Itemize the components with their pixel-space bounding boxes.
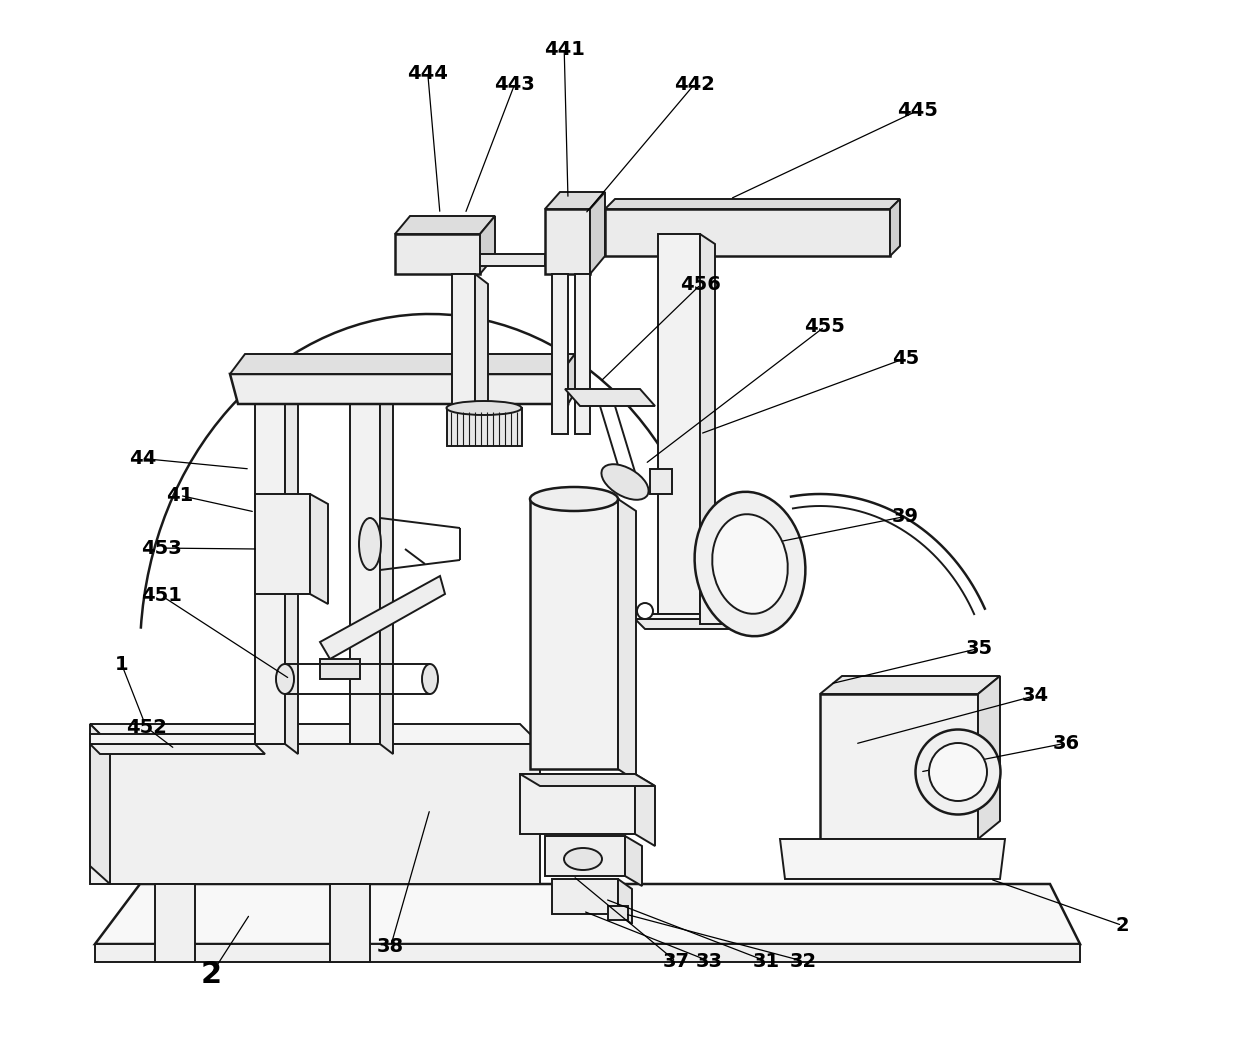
Polygon shape	[475, 274, 489, 414]
Polygon shape	[480, 254, 546, 266]
Polygon shape	[229, 354, 575, 374]
Text: 2: 2	[1116, 916, 1128, 935]
Polygon shape	[546, 209, 590, 274]
Polygon shape	[701, 579, 730, 624]
Polygon shape	[520, 774, 655, 786]
Polygon shape	[625, 836, 642, 886]
Polygon shape	[350, 374, 379, 744]
Text: 41: 41	[166, 486, 193, 505]
Polygon shape	[529, 499, 618, 769]
Ellipse shape	[277, 664, 294, 694]
Polygon shape	[890, 199, 900, 256]
Ellipse shape	[564, 848, 601, 870]
Text: 442: 442	[675, 75, 714, 94]
Ellipse shape	[915, 729, 1001, 815]
Polygon shape	[560, 354, 580, 404]
Polygon shape	[320, 659, 360, 679]
Polygon shape	[546, 836, 625, 876]
Polygon shape	[255, 494, 310, 594]
Text: 34: 34	[1022, 686, 1049, 705]
Ellipse shape	[446, 401, 522, 415]
Ellipse shape	[694, 492, 806, 637]
Polygon shape	[91, 744, 539, 884]
Polygon shape	[780, 839, 1004, 879]
Polygon shape	[605, 209, 890, 256]
Polygon shape	[820, 694, 978, 839]
Text: 456: 456	[681, 275, 720, 294]
Polygon shape	[552, 879, 618, 914]
Polygon shape	[91, 724, 110, 884]
Text: 452: 452	[126, 718, 166, 737]
Polygon shape	[155, 884, 195, 962]
Polygon shape	[701, 234, 715, 624]
Text: 451: 451	[141, 586, 181, 605]
Text: 2: 2	[200, 960, 222, 990]
Text: 31: 31	[753, 952, 780, 971]
Ellipse shape	[422, 664, 438, 694]
Text: 37: 37	[662, 952, 689, 971]
Polygon shape	[635, 619, 740, 629]
Polygon shape	[480, 216, 495, 274]
Text: 39: 39	[892, 507, 919, 526]
Polygon shape	[453, 274, 475, 404]
Polygon shape	[310, 494, 329, 604]
Polygon shape	[396, 234, 480, 274]
Circle shape	[637, 603, 653, 619]
Polygon shape	[605, 199, 900, 209]
Text: 453: 453	[141, 539, 181, 558]
Polygon shape	[635, 614, 730, 619]
Ellipse shape	[929, 743, 987, 801]
Text: 32: 32	[790, 952, 817, 971]
Polygon shape	[95, 884, 1080, 944]
Polygon shape	[820, 676, 999, 694]
Polygon shape	[320, 575, 445, 659]
Ellipse shape	[601, 464, 649, 500]
Text: 444: 444	[408, 64, 448, 83]
Text: 441: 441	[544, 40, 584, 59]
Text: 455: 455	[805, 317, 844, 336]
Polygon shape	[546, 192, 605, 209]
Polygon shape	[978, 676, 999, 839]
Text: 38: 38	[377, 937, 404, 956]
Ellipse shape	[360, 518, 381, 570]
Polygon shape	[552, 274, 568, 434]
Polygon shape	[590, 192, 605, 274]
Polygon shape	[91, 744, 265, 754]
Polygon shape	[255, 374, 285, 744]
Polygon shape	[618, 499, 636, 781]
Polygon shape	[396, 216, 495, 234]
Polygon shape	[91, 724, 539, 744]
Polygon shape	[285, 374, 298, 754]
Polygon shape	[446, 408, 522, 446]
Polygon shape	[91, 734, 255, 744]
Polygon shape	[650, 469, 672, 494]
Ellipse shape	[712, 514, 787, 613]
Polygon shape	[575, 274, 590, 434]
Polygon shape	[330, 884, 370, 962]
Polygon shape	[565, 389, 655, 406]
Polygon shape	[379, 374, 393, 754]
Text: 1: 1	[115, 655, 128, 674]
Text: 36: 36	[1053, 734, 1080, 753]
Text: 44: 44	[129, 449, 156, 468]
Polygon shape	[635, 774, 655, 846]
Text: 45: 45	[892, 349, 919, 368]
Ellipse shape	[529, 487, 618, 511]
Polygon shape	[618, 879, 632, 924]
Polygon shape	[520, 774, 635, 834]
Text: 443: 443	[495, 75, 534, 94]
Polygon shape	[658, 234, 701, 614]
Polygon shape	[95, 944, 1080, 962]
Polygon shape	[229, 374, 568, 404]
Polygon shape	[608, 906, 627, 920]
Text: 445: 445	[898, 101, 937, 120]
Text: 35: 35	[966, 639, 993, 658]
Text: 33: 33	[696, 952, 723, 971]
